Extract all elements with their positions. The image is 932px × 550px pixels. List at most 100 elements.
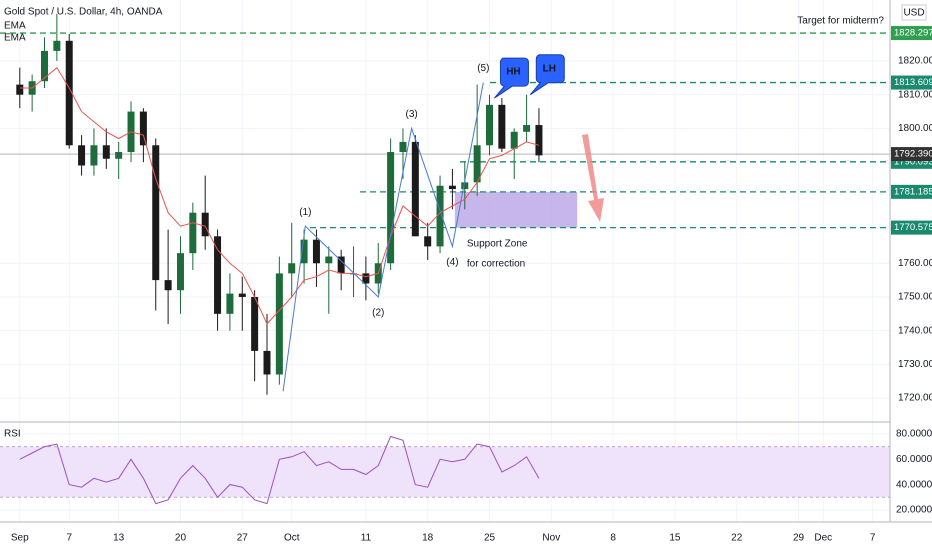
candle-body [152,145,160,281]
candle-body [65,40,73,146]
y-tick-label: 20.0000 [896,505,932,516]
candle-body [411,141,419,237]
candle-body [16,84,24,95]
candle-body [424,236,432,247]
level-label-bg [891,75,932,90]
zone-label: for correction [467,258,525,269]
callout-label: LH [543,63,556,74]
candle-body [312,239,320,264]
y-tick-label: 80.0000 [896,429,932,440]
candle-body [473,145,481,183]
x-tick-label: 29 [793,533,805,544]
candle-body [78,145,86,166]
candle-body [399,141,407,153]
level-label: 1813.609 [894,77,932,88]
candle-body [461,182,469,190]
candle-body [498,104,506,149]
candle-body [90,145,98,166]
candle-body [300,239,308,264]
last-price-bg [891,147,932,162]
x-tick-label: Sep [11,533,29,544]
candle-body [139,111,147,146]
plot: Support Zone for correction Target for mid… [0,0,890,522]
candle-body [102,145,110,159]
candle-body [226,293,234,314]
x-tick-label: Oct [284,533,300,544]
candle-body [238,293,246,297]
indicator-label: EMA [4,21,26,32]
level-label: 1828.297 [894,28,932,39]
support-zone [454,191,578,228]
x-tick-label: 8 [610,533,616,544]
wave-label: (1) [299,207,311,218]
candle-body [53,40,61,51]
y-tick-label: 1810.000 [898,89,932,100]
level-label-bg [891,26,932,41]
candle-body [288,263,296,274]
callout-bubble [494,57,529,99]
y-tick-label: 1740.000 [898,325,932,336]
candle-body [176,253,184,291]
callout-bubble [529,54,565,96]
candle-body [337,256,345,274]
zone-label: Support Zone [467,238,528,249]
candle-body [448,185,456,190]
x-tick-label: 25 [484,533,496,544]
indicator-label: EMA [4,33,26,44]
candle-body [115,152,123,159]
y-tick-label: 1820.000 [898,56,932,67]
candle-body [251,296,259,351]
x-tick-label: 22 [731,533,743,544]
wave-line [282,82,484,392]
y-tick-label: 1760.000 [898,258,932,269]
candle-body [523,125,531,132]
rsi-line [19,435,540,505]
candle-body [41,50,48,82]
x-tick-label: 7 [66,533,72,544]
level-note: Target for midterm? [797,16,884,27]
candle-body [214,236,222,314]
x-tick-label: Nov [542,533,560,544]
level-label-bg [891,220,932,235]
chart-title: Gold Spot / U.S. Dollar, 4h, OANDA [4,7,163,18]
candle-body [189,212,197,254]
x-tick-label: 13 [113,533,125,544]
x-tick-label: 20 [175,533,187,544]
candle-body [164,280,172,291]
y-tick-label: 1750.000 [898,292,932,303]
down-arrow [582,134,604,222]
level-label: 1770.575 [894,222,932,233]
wave-label: (2) [372,308,384,319]
last-price-label: 1792.390 [894,149,932,160]
currency: USD [903,8,924,19]
x-tick-label: 7 [870,533,876,544]
level-label: 1790.093 [894,156,932,167]
callout-label: HH [506,67,520,78]
x-tick-label: 27 [237,533,249,544]
y-tick-label: 1730.000 [898,359,932,370]
candle-body [275,273,283,375]
x-tick-label: 15 [669,533,681,544]
level-label-bg [891,184,932,199]
currency-box[interactable] [901,4,927,21]
candle-body [362,273,370,284]
wave-label: (3) [406,109,418,120]
candle-body [510,131,518,149]
y-tick-label: 1800.000 [898,123,932,134]
x-tick-label: 18 [422,533,434,544]
candle-body [387,152,395,264]
y-tick-label: 60.0000 [896,454,932,465]
candle-body [486,104,493,146]
candle-body [436,185,444,247]
y-tick-label: 1720.000 [898,393,932,404]
candle-body [263,350,271,375]
rsi-label: RSI [4,429,21,440]
x-tick-label: 11 [361,533,372,544]
candle-body [325,256,333,264]
wave-label: (4) [446,257,458,268]
candle-body [201,212,209,237]
x-tick-label: Dec [814,533,832,544]
candle-body [535,125,543,156]
rsi-band [0,446,890,498]
